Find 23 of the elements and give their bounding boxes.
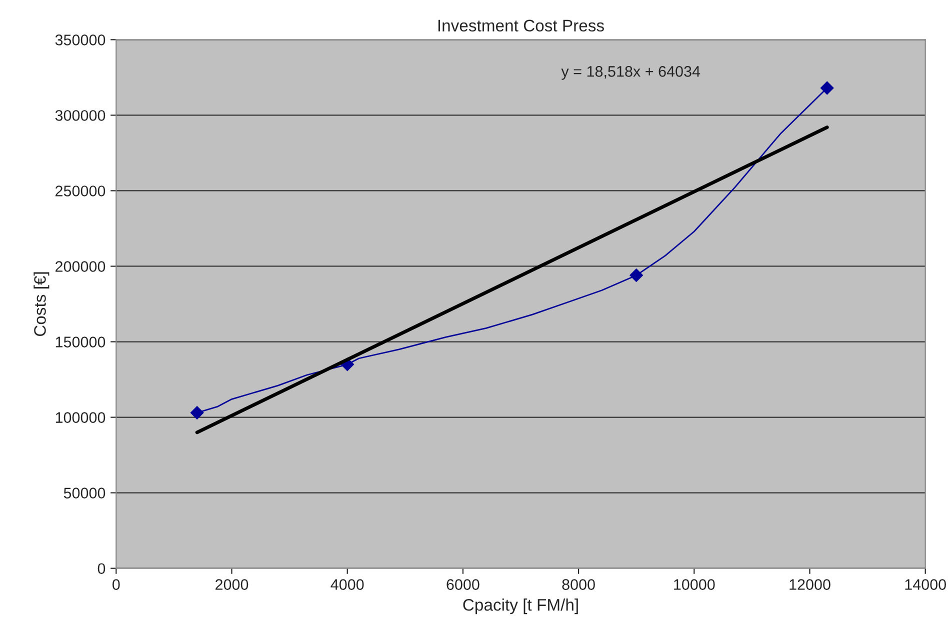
x-tick-label: 10000 <box>674 579 715 590</box>
x-tick-label: 2000 <box>216 579 248 590</box>
y-tick-label: 150000 <box>56 336 106 348</box>
x-tick-label: 6000 <box>446 579 480 590</box>
annotation: y = 18,518x + 64034 <box>561 66 700 80</box>
x-tick-label: 0 <box>112 579 120 590</box>
point <box>190 406 204 420</box>
y-tick-label: 350000 <box>55 34 106 46</box>
y-tick-label: 200000 <box>56 261 106 272</box>
y-tick-label: 100000 <box>56 412 106 423</box>
y-tick-label: 300000 <box>55 110 106 121</box>
x-tick-label: 12000 <box>790 579 830 590</box>
x-axis-title: Cpacity [t FM/h] <box>463 598 578 614</box>
y-tick-label: 0 <box>98 563 106 574</box>
y-tick-label: 250000 <box>56 186 106 196</box>
chart-title: Investment Cost Press <box>438 20 604 32</box>
x-tick-label: 8000 <box>562 579 595 590</box>
point <box>820 81 834 95</box>
x-tick-label: 4000 <box>330 579 364 590</box>
y-tick-label: 50000 <box>64 488 106 498</box>
point <box>630 268 643 282</box>
x-tick-label: 14000 <box>905 579 946 590</box>
y-axis-title: Costs [€] <box>34 272 50 336</box>
